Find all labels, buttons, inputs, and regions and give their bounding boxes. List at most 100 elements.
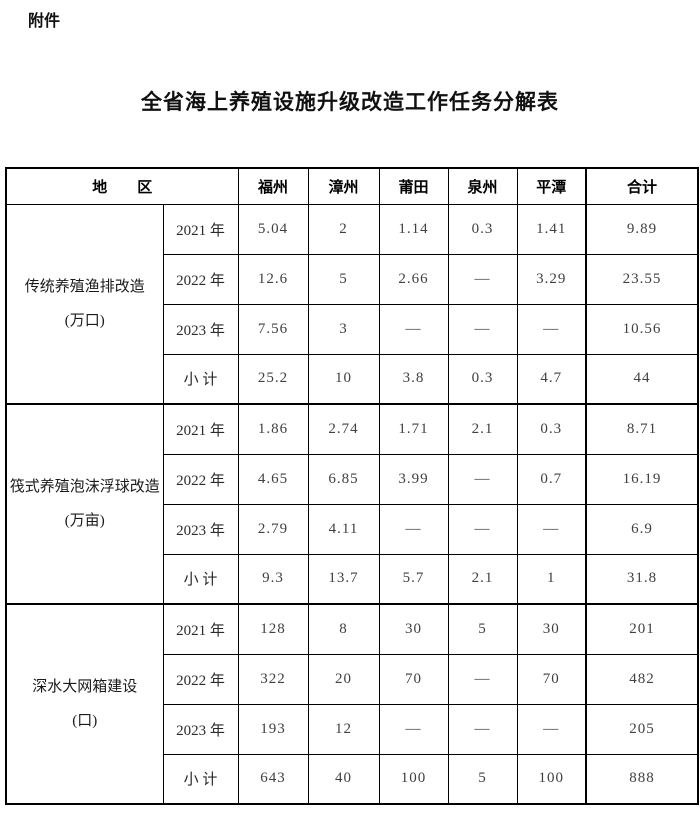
value-cell: 2 bbox=[307, 203, 380, 255]
value-cell: 1.41 bbox=[516, 203, 587, 255]
value-cell: 643 bbox=[237, 753, 309, 805]
value-cell: 5 bbox=[307, 253, 380, 305]
category-cell: 传统养殖渔排改造 (万口) bbox=[5, 203, 164, 405]
value-cell: 1.71 bbox=[378, 403, 449, 455]
value-cell: 2.1 bbox=[447, 553, 518, 605]
attachment-label: 附件 bbox=[28, 13, 61, 30]
total-value-cell: 6.9 bbox=[585, 503, 699, 555]
value-cell: 8 bbox=[307, 603, 380, 655]
row-label-cell: 2021 年 bbox=[162, 203, 239, 255]
category-unit: (万亩) bbox=[64, 513, 105, 529]
table-row: 2022 年 4.65 6.85 3.99—0.7 16.19 bbox=[6, 453, 699, 505]
value-cell: 193 bbox=[237, 703, 309, 755]
value-cell: 0.3 bbox=[447, 203, 518, 255]
city-header-cell: 漳州 bbox=[307, 167, 380, 205]
region-header-cell: 地 区 bbox=[5, 167, 239, 205]
table-row: 小 计 9.3 13.7 5.7 2.1 1 31.8 bbox=[6, 553, 699, 605]
value-cell: 1 bbox=[516, 553, 587, 605]
category-unit: (万口) bbox=[64, 312, 105, 329]
category-name: 深水大网箱建设 bbox=[32, 679, 138, 695]
value-cell: 12 bbox=[307, 703, 380, 755]
row-label-cell: 2023 年 bbox=[162, 703, 239, 755]
header-row: 地 区福州 漳州 莆田 泉州 平潭 合计 bbox=[5, 167, 699, 205]
total-value-cell: 10.56 bbox=[585, 303, 699, 355]
value-cell: 5 bbox=[447, 603, 518, 655]
value-cell: 0.3 bbox=[447, 353, 518, 405]
total-value-cell: 8.71 bbox=[585, 403, 699, 455]
value-cell: 5 bbox=[447, 753, 518, 805]
value-cell: 2.66 bbox=[378, 253, 449, 305]
value-cell: — bbox=[447, 503, 518, 555]
value-cell: 4.7 bbox=[516, 353, 587, 405]
row-label-cell: 小 计 bbox=[162, 753, 239, 805]
value-cell: 13.7 bbox=[307, 553, 380, 605]
city-header-cell: 平潭 bbox=[516, 167, 587, 205]
total-value-cell: 9.89 bbox=[585, 203, 699, 255]
value-cell: 0.3 bbox=[516, 403, 587, 455]
table-body: 传统养殖渔排改造 (万口) 2021 年 5.04 2 1.14 0.3 1.41 9.89 20… bbox=[5, 203, 699, 805]
total-value-cell: 888 bbox=[585, 753, 699, 805]
table-row: 深水大网箱建设 (口) 2021 年 128 8 30 5 30 201 bbox=[5, 603, 699, 805]
value-cell: — bbox=[447, 303, 518, 355]
value-cell: 0.7 bbox=[516, 453, 587, 505]
value-cell: — bbox=[447, 653, 518, 705]
row-label-cell: 2022 年 bbox=[162, 253, 239, 305]
value-cell: 12.6 bbox=[237, 253, 309, 305]
table-header: 地 区福州 漳州 莆田 泉州 平潭 合计 bbox=[5, 167, 699, 205]
row-label-cell: 小 计 bbox=[162, 553, 239, 605]
category-name: 筏式养殖泡沫浮球改造 bbox=[9, 479, 160, 495]
value-cell: 128 bbox=[237, 603, 309, 655]
category-cell: 深水大网箱建设 (口) bbox=[5, 603, 164, 805]
value-cell: — bbox=[516, 703, 587, 755]
table-row: 传统养殖渔排改造 (万口) 2021 年 5.04 2 1.14 0.3 1.41 9.89 bbox=[5, 203, 699, 405]
value-cell: 2.79 bbox=[237, 503, 309, 555]
value-cell: 9.3 bbox=[237, 553, 309, 605]
value-cell: 20 bbox=[307, 653, 380, 705]
value-cell: — bbox=[378, 303, 449, 355]
value-cell: — bbox=[447, 453, 518, 505]
table-row: 小 计 25.2 10 3.8 0.3 4.7 44 bbox=[6, 353, 699, 405]
value-cell: 6.85 bbox=[307, 453, 380, 505]
total-value-cell: 31.8 bbox=[585, 553, 699, 605]
value-cell: 4.65 bbox=[237, 453, 309, 505]
row-label-cell: 小 计 bbox=[162, 353, 239, 405]
city-header-cell: 泉州 bbox=[447, 167, 518, 205]
total-value-cell: 44 bbox=[585, 353, 699, 405]
value-cell: 40 bbox=[307, 753, 380, 805]
task-breakdown-table: 地 区福州 漳州 莆田 泉州 平潭 合计 传统养殖渔排改造 (万口) 2021 年 5.04 2 1… bbox=[5, 167, 700, 805]
value-cell: 30 bbox=[378, 603, 449, 655]
value-cell: 1.86 bbox=[237, 403, 309, 455]
value-cell: 30 bbox=[516, 603, 587, 655]
row-label-cell: 2022 年 bbox=[162, 453, 239, 505]
total-value-cell: 205 bbox=[585, 703, 699, 755]
value-cell: — bbox=[378, 703, 449, 755]
value-cell: 2.1 bbox=[447, 403, 518, 455]
category-unit: (口) bbox=[72, 713, 98, 729]
total-value-cell: 16.19 bbox=[585, 453, 699, 505]
table-row: 2022 年 12.6 5 2.66—3.29 23.55 bbox=[6, 253, 699, 305]
value-cell: 70 bbox=[516, 653, 587, 705]
row-label-cell: 2021 年 bbox=[162, 603, 239, 655]
value-cell: 1.14 bbox=[378, 203, 449, 255]
value-cell: 100 bbox=[516, 753, 587, 805]
value-cell: 322 bbox=[237, 653, 309, 705]
value-cell: 25.2 bbox=[237, 353, 309, 405]
value-cell: 5.7 bbox=[378, 553, 449, 605]
value-cell: — bbox=[378, 503, 449, 555]
value-cell: 5.04 bbox=[237, 203, 309, 255]
row-label-cell: 2023 年 bbox=[162, 303, 239, 355]
value-cell: — bbox=[447, 703, 518, 755]
category-cell: 筏式养殖泡沫浮球改造 (万亩) bbox=[5, 403, 164, 605]
value-cell: 3 bbox=[307, 303, 380, 355]
total-value-cell: 201 bbox=[585, 603, 699, 655]
value-cell: 70 bbox=[378, 653, 449, 705]
total-value-cell: 23.55 bbox=[585, 253, 699, 305]
value-cell: 2.74 bbox=[307, 403, 380, 455]
city-header-cell: 莆田 bbox=[378, 167, 449, 205]
table-row: 筏式养殖泡沫浮球改造 (万亩) 2021 年 1.86 2.74 1.71 2.1 0.3 8.… bbox=[5, 403, 699, 605]
category-name: 传统养殖渔排改造 bbox=[24, 278, 145, 295]
table-row: 2023 年 7.56 3— — —10.56 bbox=[6, 303, 699, 355]
value-cell: 3.8 bbox=[378, 353, 449, 405]
city-header-cell: 福州 bbox=[237, 167, 309, 205]
